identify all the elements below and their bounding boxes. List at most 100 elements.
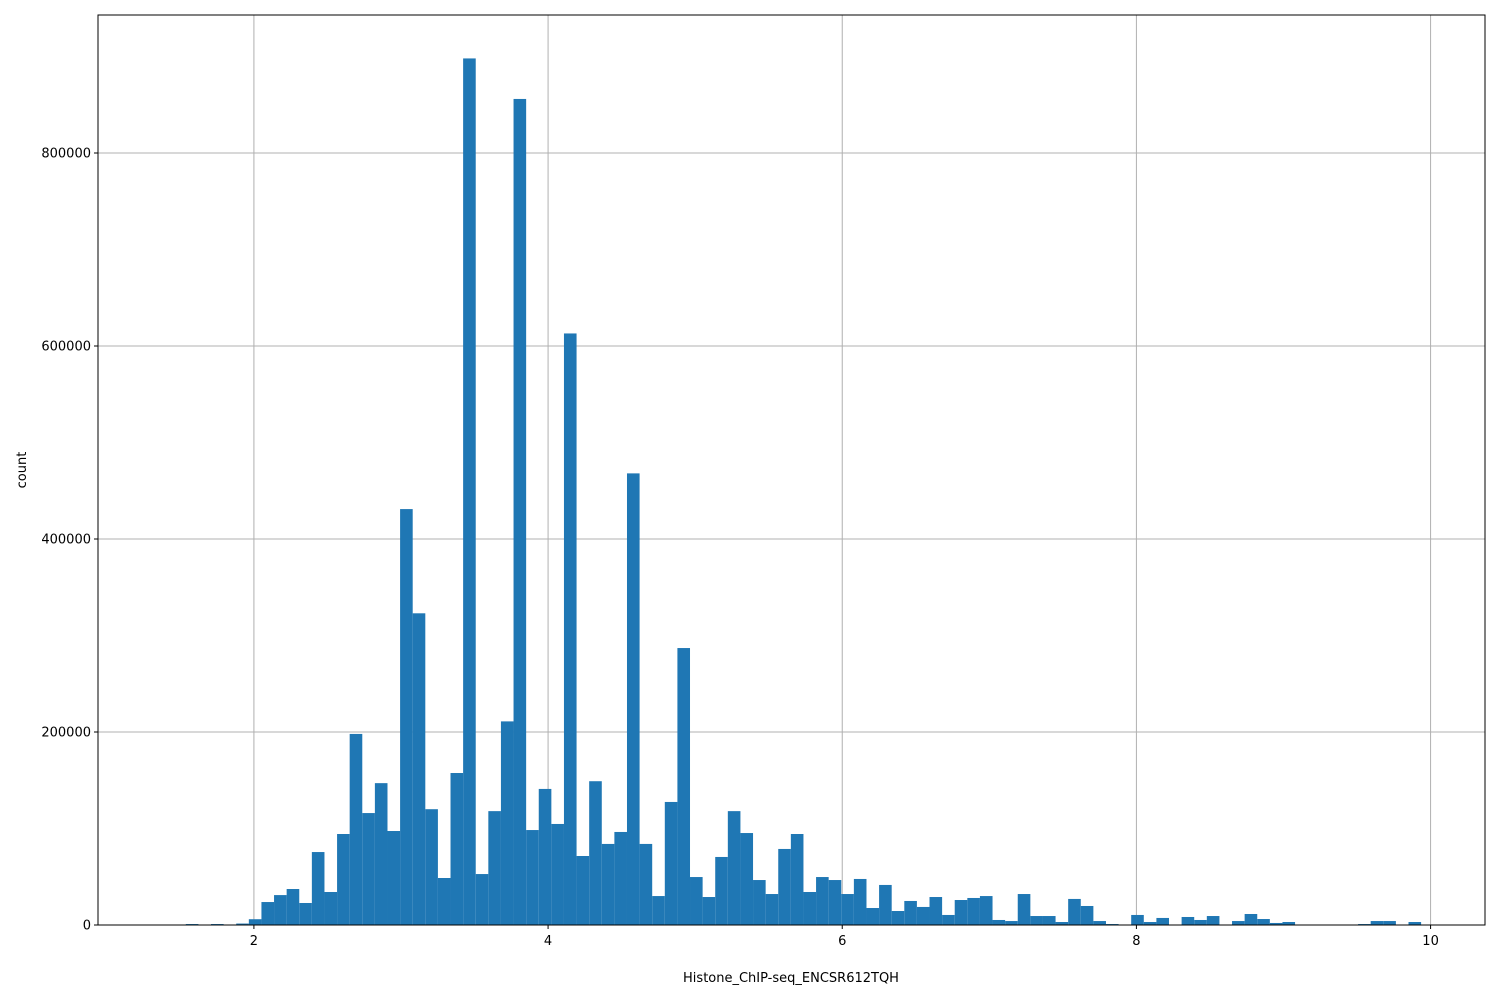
histogram-bar xyxy=(1269,922,1283,925)
histogram-bar xyxy=(841,894,854,925)
x-tick-label: 10 xyxy=(1422,934,1439,949)
histogram-bar xyxy=(450,773,464,925)
histogram-bar xyxy=(614,831,627,925)
histogram-bar xyxy=(311,852,325,925)
histogram-bar xyxy=(626,473,640,925)
histogram-bar xyxy=(803,891,817,925)
histogram-bar xyxy=(790,834,804,925)
histogram-bar xyxy=(816,877,829,925)
plot-frame xyxy=(97,14,1486,926)
histogram-bar xyxy=(563,333,577,925)
histogram-bar xyxy=(286,889,300,925)
histogram-bar xyxy=(727,811,741,925)
histogram-bar xyxy=(1408,922,1422,925)
histogram-bar xyxy=(954,900,968,925)
histogram-bar xyxy=(942,914,955,925)
histogram-bar xyxy=(904,900,917,925)
histogram-bar xyxy=(715,856,728,925)
histogram-bar xyxy=(967,897,980,925)
y-tick-label: 600000 xyxy=(41,339,91,354)
histogram-bar xyxy=(337,834,350,925)
histogram-bar xyxy=(261,902,275,925)
histogram-bar xyxy=(1282,922,1296,925)
histogram-bar xyxy=(425,809,438,925)
histogram-bar xyxy=(463,58,476,926)
histogram-bar xyxy=(437,878,451,925)
histogram-bar xyxy=(853,878,867,925)
histogram-bar xyxy=(753,880,766,925)
x-tick-label: 8 xyxy=(1132,934,1140,949)
histogram-bar xyxy=(551,823,564,925)
histogram-bar xyxy=(538,788,552,925)
x-axis-ticks: 2 4 6 8 10 xyxy=(250,925,1439,949)
histogram-bar xyxy=(664,801,678,925)
histogram-bar xyxy=(513,98,527,926)
x-tick-label: 4 xyxy=(544,934,552,949)
y-axis-label: count xyxy=(15,452,30,489)
histogram-bar xyxy=(639,843,653,925)
y-axis-ticks: 0 200000 400000 600000 800000 xyxy=(41,146,98,934)
histogram-bar xyxy=(1055,922,1069,925)
histogram-bar xyxy=(324,891,338,925)
histogram-bar xyxy=(601,843,615,925)
y-tick-label: 0 xyxy=(83,919,91,934)
y-tick-label: 400000 xyxy=(41,532,91,547)
histogram-bar xyxy=(1206,916,1220,925)
histogram-bar xyxy=(299,902,312,925)
histogram-bar xyxy=(576,856,590,925)
histogram-bar xyxy=(248,919,262,925)
histogram-bar xyxy=(488,811,501,925)
histogram-bar xyxy=(1093,921,1106,925)
histogram-bar xyxy=(1131,914,1144,925)
histogram-bar xyxy=(1068,898,1081,925)
histogram-bar xyxy=(866,908,880,925)
histogram-bar xyxy=(236,923,249,925)
histogram-bar xyxy=(1030,916,1043,925)
histogram-bar xyxy=(1143,922,1157,925)
histogram-bar xyxy=(526,830,539,925)
histogram-bar xyxy=(1080,905,1094,925)
histogram-bar xyxy=(702,897,716,925)
histogram-bar xyxy=(274,895,287,925)
histogram-bar xyxy=(1370,921,1384,925)
histogram-bar xyxy=(1244,913,1258,925)
histogram-bar xyxy=(412,613,426,925)
histogram-bar xyxy=(979,896,993,925)
histogram-bar xyxy=(589,781,602,925)
histogram-bar xyxy=(929,897,943,925)
histogram-bar xyxy=(1042,916,1056,925)
histogram-bar xyxy=(652,896,665,925)
histogram-bar xyxy=(916,906,930,925)
histogram-bar xyxy=(400,509,413,925)
histogram-bar xyxy=(349,733,363,925)
histogram-bar xyxy=(690,877,703,925)
histogram-bar xyxy=(677,648,691,925)
histogram-bar xyxy=(765,894,779,925)
histogram-bar xyxy=(374,783,388,925)
histogram-bar xyxy=(500,721,514,925)
histogram-bar xyxy=(1156,917,1170,925)
histogram-bar xyxy=(1383,921,1396,925)
grid-lines xyxy=(98,15,1485,926)
histogram-bar xyxy=(778,848,791,925)
histogram-bar xyxy=(362,813,375,925)
histogram-bar xyxy=(1005,921,1018,925)
histogram-bar xyxy=(475,874,489,925)
histogram-bar xyxy=(1232,921,1245,925)
y-tick-label: 800000 xyxy=(41,146,91,161)
histogram-bar xyxy=(1181,916,1195,925)
x-tick-label: 2 xyxy=(250,934,258,949)
histogram-bar xyxy=(891,911,905,925)
histogram-bars xyxy=(185,58,1422,926)
x-axis-label: Histone_ChIP-seq_ENCSR612TQH xyxy=(683,971,899,986)
histogram-bar xyxy=(740,833,754,925)
histogram-bar xyxy=(828,880,842,925)
histogram-bar xyxy=(1194,919,1207,925)
histogram-bar xyxy=(1257,919,1270,925)
x-tick-label: 6 xyxy=(838,934,846,949)
histogram-bar xyxy=(1017,894,1031,925)
histogram-bar xyxy=(387,831,401,925)
histogram-bar xyxy=(879,884,892,925)
histogram-bar xyxy=(992,919,1006,925)
